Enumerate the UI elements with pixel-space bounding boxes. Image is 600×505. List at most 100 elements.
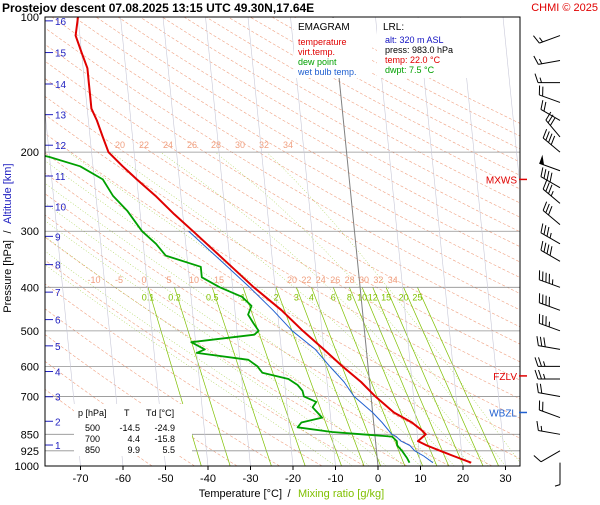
altitude-tick-label: 2 — [55, 417, 61, 428]
dry-adiabat-label: 34 — [388, 275, 398, 285]
dry-adiabat-label: 28 — [211, 140, 221, 150]
mixing-ratio-label: 25 — [412, 292, 422, 302]
altitude-tick-label: 3 — [55, 393, 61, 404]
dry-adiabat-label: -10 — [87, 275, 100, 285]
legend: EMAGRAM temperature virt.temp. dew point… — [294, 18, 372, 78]
mixing-ratio-label: 0.2 — [168, 292, 181, 302]
level-label: WBZL — [489, 408, 517, 419]
x-tick-label: -10 — [328, 473, 344, 485]
dry-adiabat-label: 34 — [283, 140, 293, 150]
altitude-tick-label: 8 — [55, 261, 61, 272]
mixing-ratio-label: 20 — [399, 292, 409, 302]
legend-item-temperature: temperature — [298, 37, 347, 47]
mixing-ratio-label: 0.5 — [206, 292, 219, 302]
pressure-tick-label: 500 — [21, 326, 39, 338]
altitude-tick-label: 15 — [55, 49, 67, 60]
x-tick-label: 10 — [414, 473, 426, 485]
x-tick-label: -50 — [158, 473, 174, 485]
altitude-tick-label: 14 — [55, 80, 67, 91]
x-tick-label: -30 — [243, 473, 259, 485]
altitude-tick-label: 10 — [55, 202, 67, 213]
mixing-ratio-label: 2 — [274, 292, 279, 302]
altitude-tick-label: 13 — [55, 111, 67, 122]
dry-adiabat-label: 24 — [163, 140, 173, 150]
dry-adiabat-label: 26 — [330, 275, 340, 285]
table-cell: 850 — [85, 445, 100, 455]
table-cell: -14.5 — [119, 423, 140, 433]
table-cell: -24.9 — [154, 423, 175, 433]
reference-lines — [0, 17, 600, 466]
level-label: FZLV — [493, 372, 517, 383]
table-cell: 4.4 — [127, 434, 140, 444]
table-header-td: Td [°C] — [146, 408, 174, 418]
table-cell: 500 — [85, 423, 100, 433]
dry-adiabat-label: 22 — [301, 275, 311, 285]
table-cell: 5.5 — [162, 445, 175, 455]
lrl-box: LRL: alt: 320 m ASL press: 983.0 hPa tem… — [377, 18, 472, 78]
pressure-tick-label: 850 — [21, 429, 39, 441]
pressure-tick-label: 700 — [21, 391, 39, 403]
x-tick-label: 30 — [499, 473, 511, 485]
x-tick-label: 0 — [375, 473, 381, 485]
mixing-ratio-label: 0.1 — [142, 292, 155, 302]
legend-title: EMAGRAM — [298, 22, 350, 33]
y-axis-title-pressure: Pressure [hPa] — [2, 240, 14, 313]
dry-adiabat-label: 10 — [189, 275, 199, 285]
altitude-tick-label: 9 — [55, 232, 61, 243]
dry-adiabat-label: 30 — [235, 140, 245, 150]
wind-barb-half — [541, 426, 542, 431]
table-cell: 9.9 — [127, 445, 140, 455]
mixing-ratio-label: 12 — [368, 292, 378, 302]
altitude-tick-label: 11 — [55, 172, 66, 183]
x-axis-title-temperature: Temperature [°C] — [199, 488, 282, 500]
mixing-ratio-label: 8 — [347, 292, 352, 302]
dry-adiabat-label: 24 — [316, 275, 326, 285]
dry-adiabat-label: 20 — [287, 275, 297, 285]
table-header-p: p [hPa] — [78, 408, 107, 418]
lrl-alt: alt: 320 m ASL — [385, 35, 444, 45]
level-table: p [hPa] T Td [°C] 500 -14.5 -24.9 700 4.… — [74, 404, 192, 456]
legend-item-wet-bulb: wet bulb temp. — [297, 67, 357, 77]
lrl-title: LRL: — [383, 22, 404, 33]
altitude-tick-label: 5 — [55, 342, 61, 353]
dry-adiabat-label: 20 — [115, 140, 125, 150]
x-axis-title-mixing-ratio: Mixing ratio [g/kg] — [298, 488, 384, 500]
level-label: MXWS — [486, 175, 517, 186]
x-tick-label: 20 — [457, 473, 469, 485]
altitude-tick-label: 7 — [55, 288, 61, 299]
dry-adiabat-label: 30 — [359, 275, 369, 285]
altitude-tick-label: 4 — [55, 368, 61, 379]
dry-adiabat-label: 22 — [139, 140, 149, 150]
chart-title: Prostejov descent 07.08.2025 13:15 UTC 4… — [2, 1, 314, 15]
y-axis-title-altitude: Altitude [km] — [2, 163, 14, 224]
copyright: CHMI © 2025 — [531, 2, 598, 14]
pressure-tick-label: 1000 — [15, 461, 39, 473]
pressure-tick-label: 925 — [21, 446, 39, 458]
lrl-dwpt: dwpt: 7.5 °C — [385, 65, 435, 75]
x-tick-label: -20 — [285, 473, 301, 485]
pressure-tick-label: 200 — [21, 147, 39, 159]
table-header-t: T — [124, 408, 130, 418]
mixing-ratio-label: 15 — [381, 292, 391, 302]
pressure-tick-label: 400 — [21, 282, 39, 294]
x-tick-label: -40 — [200, 473, 216, 485]
dry-adiabat-label: 0 — [141, 275, 146, 285]
dry-adiabat-label: 32 — [373, 275, 383, 285]
lrl-temp: temp: 22.0 °C — [385, 55, 441, 65]
dry-adiabat-label: 26 — [187, 140, 197, 150]
altitude-tick-label: 6 — [55, 316, 61, 327]
mixing-ratio-label: 3 — [294, 292, 299, 302]
altitude-tick-label: 1 — [55, 441, 61, 452]
dry-adiabat-label: 28 — [345, 275, 355, 285]
table-cell: -15.8 — [154, 434, 175, 444]
mixing-ratio-label: 6 — [331, 292, 336, 302]
dry-adiabat-label: 5 — [166, 275, 171, 285]
lrl-press: press: 983.0 hPa — [385, 45, 453, 55]
altitude-tick-label: 16 — [55, 17, 67, 28]
dry-adiabat-label: 32 — [259, 140, 269, 150]
x-tick-label: -60 — [115, 473, 131, 485]
dry-adiabat-label: 15 — [214, 275, 224, 285]
mixing-ratio-label: 10 — [357, 292, 367, 302]
